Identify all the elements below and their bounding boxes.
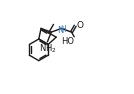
Text: N: N xyxy=(57,27,63,36)
Text: O: O xyxy=(76,21,83,30)
Text: HO: HO xyxy=(61,37,74,46)
Text: NH$_2$: NH$_2$ xyxy=(39,42,56,55)
Text: H: H xyxy=(60,25,66,34)
